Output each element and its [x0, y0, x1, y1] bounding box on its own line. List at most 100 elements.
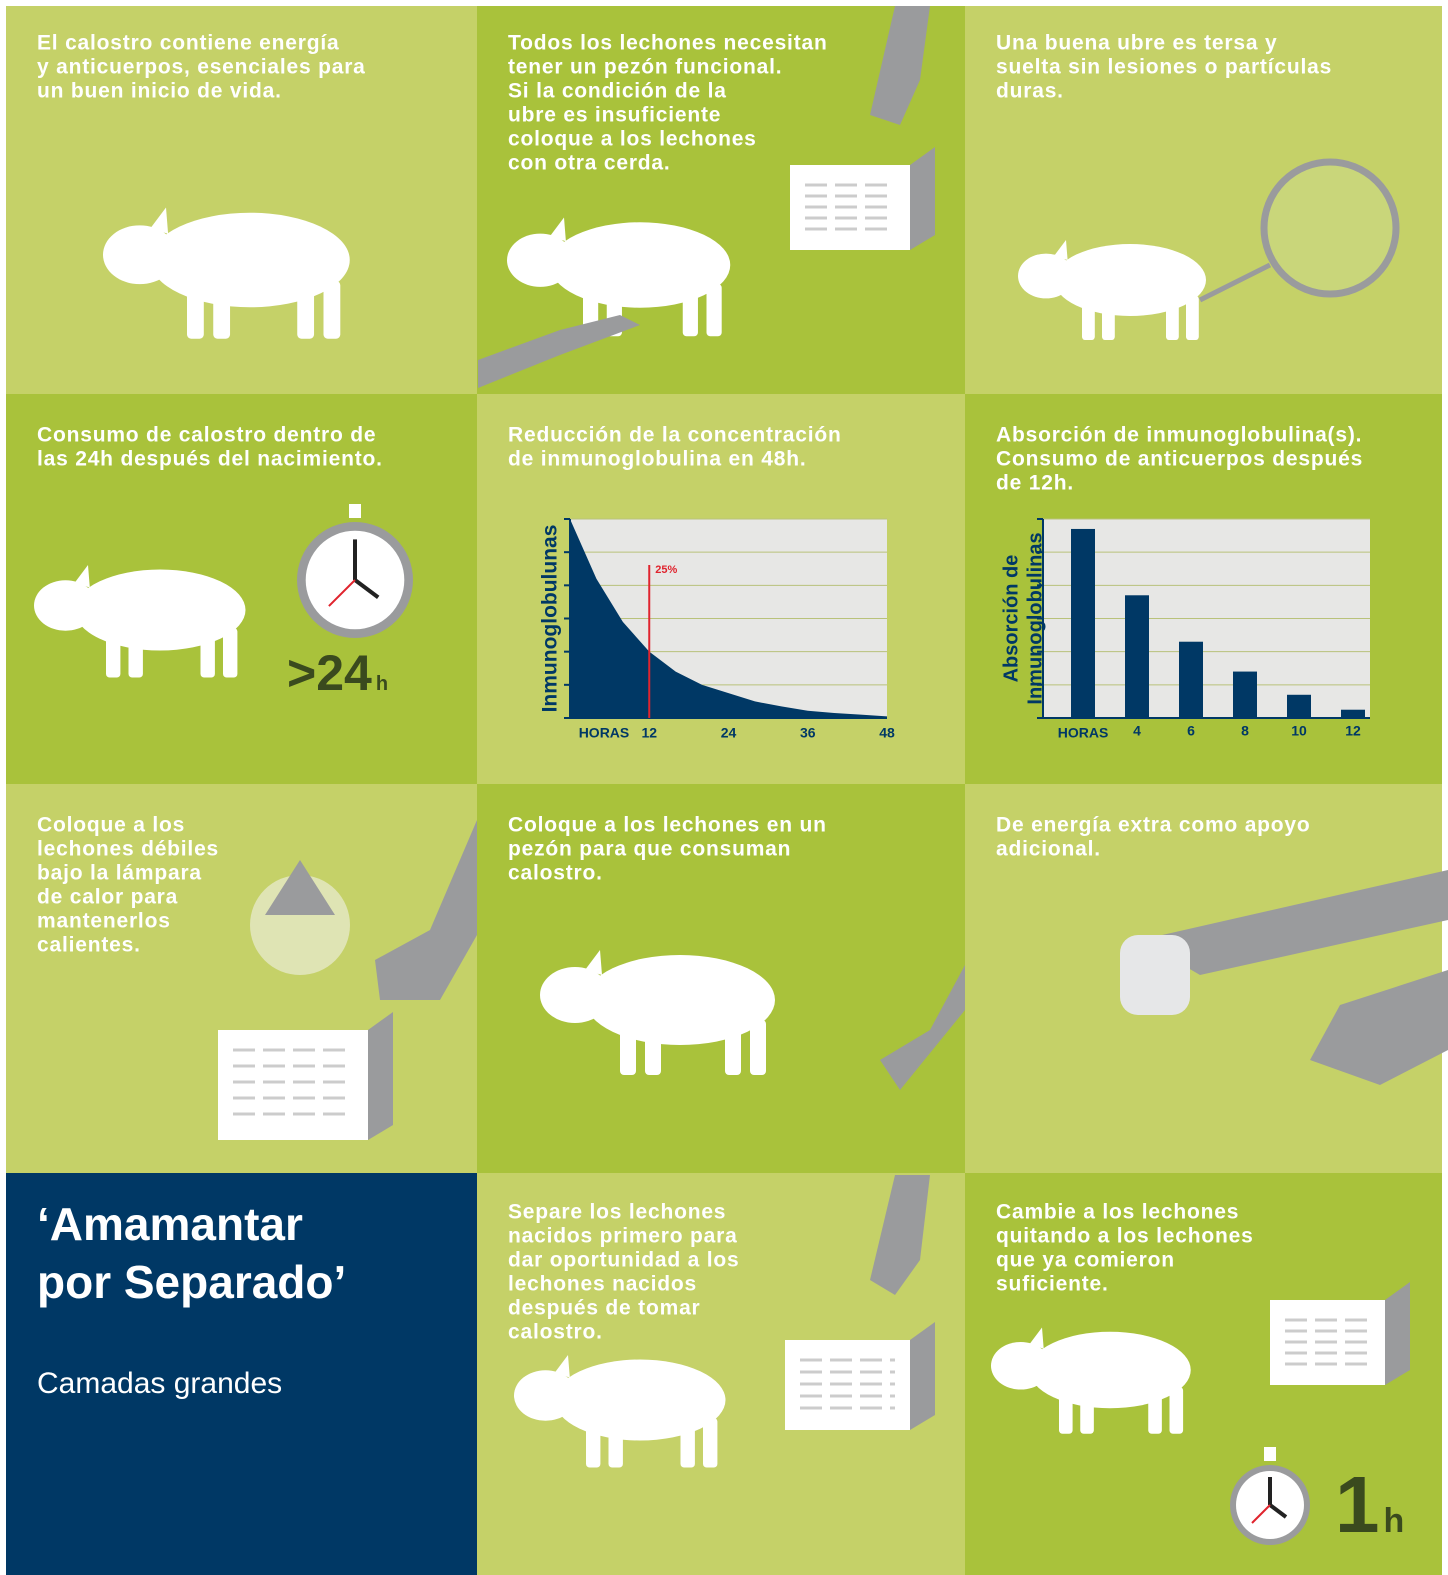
x-tick-label: 4 — [1133, 723, 1141, 739]
pig-body — [555, 1360, 726, 1441]
panel-text: Cambie a los lechones — [996, 1201, 1239, 1224]
pig-body — [585, 955, 775, 1045]
panel-text: lechones débiles — [37, 838, 219, 861]
bar — [1341, 710, 1365, 718]
infographic: El calostro contiene energíay anticuerpo… — [0, 0, 1448, 1575]
pig-leg — [683, 284, 698, 336]
bar — [1071, 529, 1095, 718]
panel-text: Consumo de anticuerpos después — [996, 448, 1363, 471]
pig-head — [540, 967, 610, 1023]
pig-body — [150, 213, 350, 308]
pig-leg — [681, 1418, 695, 1468]
panel-text: El calostro contiene energía — [37, 32, 340, 55]
panel-text: lechones nacidos — [508, 1273, 697, 1296]
pig-leg — [297, 281, 314, 339]
big-unit: h — [376, 673, 388, 695]
title: ‘Amamantar — [37, 1198, 303, 1250]
pig-leg — [1082, 296, 1095, 340]
clock-stem — [1264, 1447, 1276, 1461]
panel-text: calientes. — [37, 934, 141, 957]
x-tick-label: 10 — [1291, 723, 1307, 739]
panel-text: Todos los lechones necesitan — [508, 32, 828, 55]
crate — [218, 1030, 368, 1140]
panel-text: después de tomar — [508, 1297, 701, 1320]
panel-text: Separe los lechones — [508, 1201, 726, 1224]
pig-leg — [213, 281, 230, 339]
pig-leg — [1166, 296, 1179, 340]
pig-leg — [201, 628, 215, 678]
pig-leg — [586, 1418, 600, 1468]
pig-leg — [106, 628, 120, 678]
pig-head — [1018, 254, 1074, 299]
panel-text: tener un pezón funcional. — [508, 56, 782, 79]
pig-leg — [1170, 1387, 1184, 1434]
pig-leg — [725, 1020, 741, 1075]
title: por Separado’ — [37, 1256, 346, 1308]
panel-text: pezón para que consuman — [508, 838, 791, 861]
x-tick-label: 8 — [1241, 723, 1249, 739]
pig-leg — [1059, 1387, 1073, 1434]
panel-text: Si la condición de la — [508, 80, 727, 103]
panel-text: calostro. — [508, 1321, 603, 1344]
pig-leg — [645, 1020, 661, 1075]
pig-leg — [1186, 296, 1199, 340]
pig-leg — [1148, 1387, 1162, 1434]
panel-text: suficiente. — [996, 1273, 1109, 1296]
panel-text: Absorción de inmunoglobulina(s). — [996, 424, 1362, 447]
pig-leg — [324, 281, 341, 339]
panel-text: de calor para — [37, 886, 178, 909]
subtitle: Camadas grandes — [37, 1367, 282, 1400]
pig-body — [1029, 1332, 1191, 1409]
pig-body — [1054, 244, 1206, 316]
panel-text: un buen inicio de vida. — [37, 80, 282, 103]
crate-side — [910, 1322, 935, 1430]
panel-text: adicional. — [996, 838, 1101, 861]
panel-text: Una buena ubre es tersa y — [996, 32, 1277, 55]
pig-body — [550, 222, 731, 308]
panel-text: nacidos primero para — [508, 1225, 738, 1248]
bottle — [1120, 935, 1190, 1015]
pig-leg — [223, 628, 237, 678]
x-tick-label: 48 — [879, 725, 895, 741]
panel-text: calostro. — [508, 862, 603, 885]
x-tick-label: 12 — [641, 725, 657, 741]
pig-leg — [620, 1020, 636, 1075]
pig-leg — [707, 284, 722, 336]
panel-text: quitando a los lechones — [996, 1225, 1254, 1248]
panel-text: Consumo de calostro dentro de — [37, 424, 376, 447]
x-axis-label: HORAS — [579, 725, 630, 741]
big-unit: h — [1384, 1502, 1405, 1540]
clock-stem — [349, 504, 361, 518]
x-tick-label: 36 — [800, 725, 816, 741]
panel-text: mantenerlos — [37, 910, 171, 933]
panel-text: bajo la lámpara — [37, 862, 202, 885]
pig-leg — [703, 1418, 717, 1468]
pig-head — [34, 580, 97, 630]
annotation-label: 25% — [655, 564, 677, 576]
panel-text: Coloque a los — [37, 814, 185, 837]
panel-text: que ya comieron — [996, 1249, 1175, 1272]
panel-text: Reducción de la concentración — [508, 424, 842, 447]
panel-text: y anticuerpos, esenciales para — [37, 56, 366, 79]
panel-text: las 24h después del nacimiento. — [37, 448, 383, 471]
y-axis-label: Inmunoglobulinas — [1024, 532, 1046, 704]
crate-side — [1385, 1282, 1410, 1385]
pig-leg — [750, 1020, 766, 1075]
big-number: >24 — [287, 645, 372, 701]
bar — [1179, 642, 1203, 718]
crate-side — [910, 147, 935, 250]
panel-text: dar oportunidad a los — [508, 1249, 739, 1272]
panel-text: suelta sin lesiones o partículas — [996, 56, 1332, 79]
pig-head — [514, 1370, 577, 1420]
pig-body — [75, 570, 246, 651]
panel-text: duras. — [996, 80, 1064, 103]
pig-leg — [609, 1418, 623, 1468]
magnifier — [1264, 162, 1396, 294]
panel-text: coloque a los lechones — [508, 128, 757, 151]
x-tick-label: 6 — [1187, 723, 1195, 739]
bar — [1125, 595, 1149, 718]
panel-text: con otra cerda. — [508, 152, 671, 175]
x-tick-label: 12 — [1345, 723, 1361, 739]
pig-head — [507, 234, 574, 287]
y-axis-label: Inmunoglobulunas — [539, 525, 562, 713]
